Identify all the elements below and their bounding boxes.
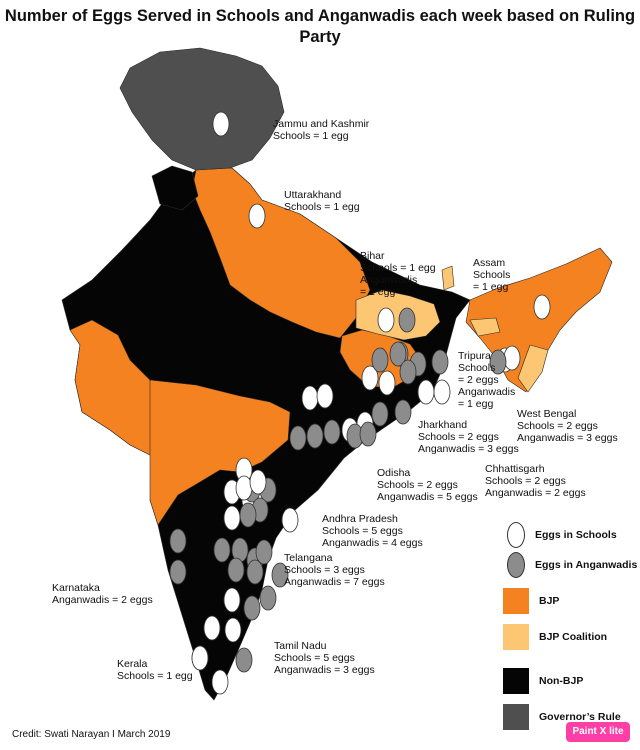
egg-school-tn xyxy=(223,587,241,613)
egg-school-wb xyxy=(417,379,435,405)
egg-school-ap xyxy=(223,505,241,531)
state-label-jk: Jammu and Kashmir Schools = 1 egg xyxy=(273,118,370,142)
egg-school-tg xyxy=(235,475,253,501)
egg-anganwadi-tn xyxy=(259,585,277,611)
legend-item-egg-school: Eggs in Schools xyxy=(503,522,617,548)
credit-text: Credit: Swati Narayan I March 2019 xyxy=(12,729,171,740)
egg-school-tn xyxy=(211,669,229,695)
region-bjp-coalition-bihar xyxy=(355,289,441,341)
state-label-tg: Telangana Schools = 3 eggs Anganwadis = … xyxy=(284,552,385,588)
egg-anganwadi-jh xyxy=(371,347,389,373)
legend-item-bjp-coalition: BJP Coalition xyxy=(503,624,607,650)
egg-school-tg xyxy=(249,469,267,495)
legend-label: Governor’s Rule xyxy=(539,711,621,723)
egg-school-as xyxy=(533,294,551,320)
egg-school-tn xyxy=(203,615,221,641)
state-label-as: Assam Schools = 1 egg xyxy=(473,257,511,293)
egg-school-jk xyxy=(212,111,230,137)
egg-anganwadi-ka xyxy=(169,559,187,585)
egg-anganwadi-ka xyxy=(169,528,187,554)
egg-anganwadi-jh xyxy=(389,341,407,367)
egg-anganwadi-cg xyxy=(394,399,412,425)
region-bjp-coalition-meghalaya xyxy=(469,317,501,337)
watermark-badge: Paint X lite xyxy=(566,722,630,742)
egg-anganwadi-tg xyxy=(213,537,231,563)
egg-school-tg xyxy=(281,507,299,533)
legend-label: BJP Coalition xyxy=(539,631,608,643)
egg-school-jh xyxy=(378,370,396,396)
legend-label: Non-BJP xyxy=(539,675,584,687)
egg-icon xyxy=(507,522,525,548)
state-label-ap: Andhra Pradesh Schools = 5 eggs Anganwad… xyxy=(322,513,423,549)
egg-anganwadi-tg xyxy=(255,539,273,565)
egg-anganwadi-ap xyxy=(239,502,257,528)
color-swatch xyxy=(503,588,529,614)
legend-item-governors-rule: Governor’s Rule xyxy=(503,704,621,730)
egg-anganwadi-tn xyxy=(235,647,253,673)
egg-anganwadi-jh xyxy=(399,359,417,385)
egg-school-jh xyxy=(361,365,379,391)
legend-item-non-bjp: Non-BJP xyxy=(503,668,583,694)
egg-school-br xyxy=(377,307,395,333)
state-label-cg: Chhattisgarh Schools = 2 eggs Anganwadis… xyxy=(485,463,586,499)
region-governors-rule-jk xyxy=(119,47,285,171)
egg-school-wb xyxy=(433,379,451,405)
color-swatch xyxy=(503,624,529,650)
color-swatch xyxy=(503,704,529,730)
egg-school-cg xyxy=(316,383,334,409)
egg-school-cg xyxy=(301,385,319,411)
state-label-jh: Jharkhand Schools = 2 eggs Anganwadis = … xyxy=(418,419,519,455)
region-bjp-coalition-sikkim xyxy=(441,265,455,291)
state-label-tn: Tamil Nadu Schools = 5 eggs Anganwadis =… xyxy=(274,640,375,676)
state-label-uk: Uttarakhand Schools = 1 egg xyxy=(284,189,360,213)
state-label-kl: Kerala Schools = 1 egg xyxy=(117,658,193,682)
legend-item-bjp: BJP xyxy=(503,588,559,614)
state-label-br: Bihar Schools = 1 egg Anganwadis = 1 egg xyxy=(360,250,436,298)
egg-anganwadi-tr xyxy=(489,349,507,375)
state-label-ka: Karnataka Anganwadis = 2 eggs xyxy=(52,582,153,606)
egg-anganwadi-od xyxy=(289,425,307,451)
egg-icon xyxy=(507,552,525,578)
egg-anganwadi-od xyxy=(323,419,341,445)
egg-school-kl xyxy=(191,645,209,671)
egg-school-uk xyxy=(248,203,266,229)
egg-anganwadi-br xyxy=(398,307,416,333)
state-label-tr: Tripura Schools = 2 eggs Anganwadis = 1 … xyxy=(458,350,516,410)
legend-label: BJP xyxy=(539,595,560,607)
map-title: Number of Eggs Served in Schools and Ang… xyxy=(4,7,636,46)
egg-anganwadi-tg xyxy=(227,557,245,583)
region-bjp-coalition-ne xyxy=(517,344,549,393)
egg-school-tn xyxy=(224,617,242,643)
egg-anganwadi-cg xyxy=(371,401,389,427)
region-bjp-north xyxy=(191,167,371,339)
egg-anganwadi-tg xyxy=(246,559,264,585)
egg-anganwadi-tg xyxy=(271,562,289,588)
color-swatch xyxy=(503,668,529,694)
region-non-bjp-punjab xyxy=(151,165,199,211)
egg-anganwadi-od xyxy=(306,423,324,449)
egg-anganwadi-tn xyxy=(243,595,261,621)
egg-anganwadi-od xyxy=(359,421,377,447)
legend-label: Eggs in Schools xyxy=(535,529,617,541)
egg-anganwadi-wb xyxy=(431,349,449,375)
legend-label: Eggs in Anganwadis xyxy=(535,559,638,571)
legend-item-egg-anganwadi: Eggs in Anganwadis xyxy=(503,552,637,578)
state-label-wb: West Bengal Schools = 2 eggs Anganwadis … xyxy=(517,408,618,444)
state-label-od: Odisha Schools = 2 eggs Anganwadis = 5 e… xyxy=(377,467,478,503)
